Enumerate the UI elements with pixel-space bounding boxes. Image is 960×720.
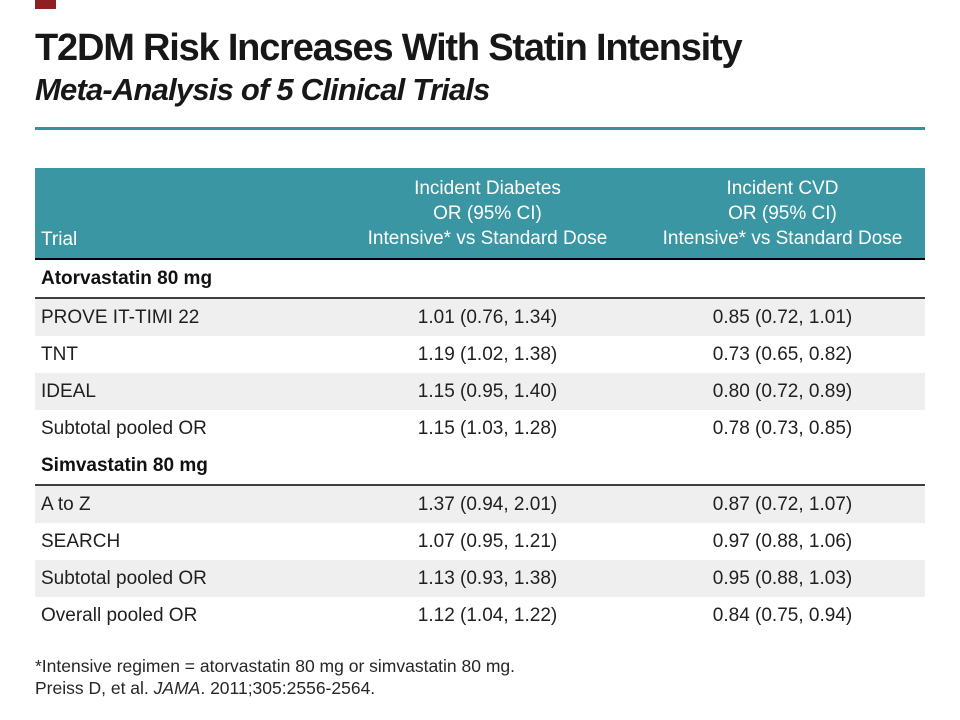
- section-label: Atorvastatin 80 mg: [35, 259, 925, 299]
- trial-name: TNT: [41, 343, 78, 365]
- slide-title: T2DM Risk Increases With Statin Intensit…: [35, 27, 743, 69]
- trial-name: Overall pooled OR: [41, 604, 198, 626]
- trial-name: Subtotal pooled OR: [35, 560, 335, 597]
- table-row: Subtotal pooled OR 1.13 (0.93, 1.38) 0.9…: [35, 560, 925, 597]
- header-diabetes-line1: Incident Diabetes: [414, 178, 561, 199]
- reference-journal: JAMA: [153, 678, 201, 698]
- cvd-or-value: 0.78 (0.73, 0.85): [712, 417, 853, 439]
- header-cvd-line3: Intensive* vs Standard Dose: [662, 228, 903, 249]
- cvd-or-value: 0.84 (0.75, 0.94): [712, 604, 853, 626]
- table-row: PROVE IT-TIMI 22 1.01 (0.76, 1.34) 0.85 …: [35, 298, 925, 336]
- table-row: Overall pooled OR 1.12 (1.04, 1.22) 0.84…: [35, 597, 925, 634]
- reference-citation: . 2011;305:2556-2564.: [200, 678, 376, 698]
- diabetes-or-value: 1.01 (0.76, 1.34): [335, 298, 640, 336]
- footnote-intensive-definition: *Intensive regimen = atorvastatin 80 mg …: [35, 656, 516, 676]
- diabetes-or-value: 1.07 (0.95, 1.21): [417, 530, 558, 552]
- trial-name: PROVE IT-TIMI 22: [35, 298, 335, 336]
- footnote-reference: Preiss D, et al. JAMA. 2011;305:2556-256…: [35, 677, 515, 699]
- trials-table: Trial Incident Diabetes OR (95% CI) Inte…: [35, 168, 925, 634]
- diabetes-or-value: 1.13 (0.93, 1.38): [335, 560, 640, 597]
- table-row: A to Z 1.37 (0.94, 2.01) 0.87 (0.72, 1.0…: [35, 485, 925, 523]
- section-label: Simvastatin 80 mg: [35, 447, 925, 486]
- trial-name: SEARCH: [41, 530, 121, 552]
- diabetes-or-value: 1.37 (0.94, 2.01): [335, 485, 640, 523]
- header-cell-incident-cvd: Incident CVD OR (95% CI) Intensive* vs S…: [640, 168, 925, 260]
- header-cell-incident-diabetes: Incident Diabetes OR (95% CI) Intensive*…: [335, 168, 640, 260]
- cvd-or-value: 0.95 (0.88, 1.03): [640, 560, 925, 597]
- diabetes-or-value: 1.15 (1.03, 1.28): [417, 417, 558, 439]
- section-row-simvastatin: Simvastatin 80 mg: [35, 447, 925, 486]
- accent-bar: [35, 0, 56, 9]
- table-row: Subtotal pooled OR 1.15 (1.03, 1.28) 0.7…: [35, 410, 925, 447]
- header-diabetes-line3: Intensive* vs Standard Dose: [367, 228, 608, 249]
- section-row-atorvastatin: Atorvastatin 80 mg: [35, 259, 925, 299]
- table-row: SEARCH 1.07 (0.95, 1.21) 0.97 (0.88, 1.0…: [35, 523, 925, 560]
- diabetes-or-value: 1.12 (1.04, 1.22): [417, 604, 558, 626]
- header-cvd-line2: OR (95% CI): [728, 203, 837, 224]
- diabetes-or-value: 1.19 (1.02, 1.38): [417, 343, 558, 365]
- diabetes-or-value: 1.15 (0.95, 1.40): [335, 373, 640, 410]
- header-cvd-line1: Incident CVD: [726, 178, 839, 199]
- trial-name: A to Z: [35, 485, 335, 523]
- header-diabetes-line2: OR (95% CI): [433, 203, 542, 224]
- slide-subtitle: Meta-Analysis of 5 Clinical Trials: [35, 72, 490, 107]
- cvd-or-value: 0.85 (0.72, 1.01): [640, 298, 925, 336]
- reference-authors: Preiss D, et al.: [35, 678, 154, 698]
- slide-header: T2DM Risk Increases With Statin Intensit…: [35, 26, 925, 108]
- title-divider: [35, 127, 925, 130]
- cvd-or-value: 0.73 (0.65, 0.82): [712, 343, 853, 365]
- footnotes: *Intensive regimen = atorvastatin 80 mg …: [35, 655, 515, 699]
- cvd-or-value: 0.87 (0.72, 1.07): [640, 485, 925, 523]
- table-row: IDEAL 1.15 (0.95, 1.40) 0.80 (0.72, 0.89…: [35, 373, 925, 410]
- cvd-or-value: 0.80 (0.72, 0.89): [640, 373, 925, 410]
- trial-name: IDEAL: [35, 373, 335, 410]
- header-cell-trial: Trial: [35, 168, 335, 260]
- table-header-row: Trial Incident Diabetes OR (95% CI) Inte…: [35, 168, 925, 260]
- table-row: TNT 1.19 (1.02, 1.38) 0.73 (0.65, 0.82): [35, 336, 925, 373]
- cvd-or-value: 0.97 (0.88, 1.06): [712, 530, 853, 552]
- trial-name: Subtotal pooled OR: [41, 417, 207, 439]
